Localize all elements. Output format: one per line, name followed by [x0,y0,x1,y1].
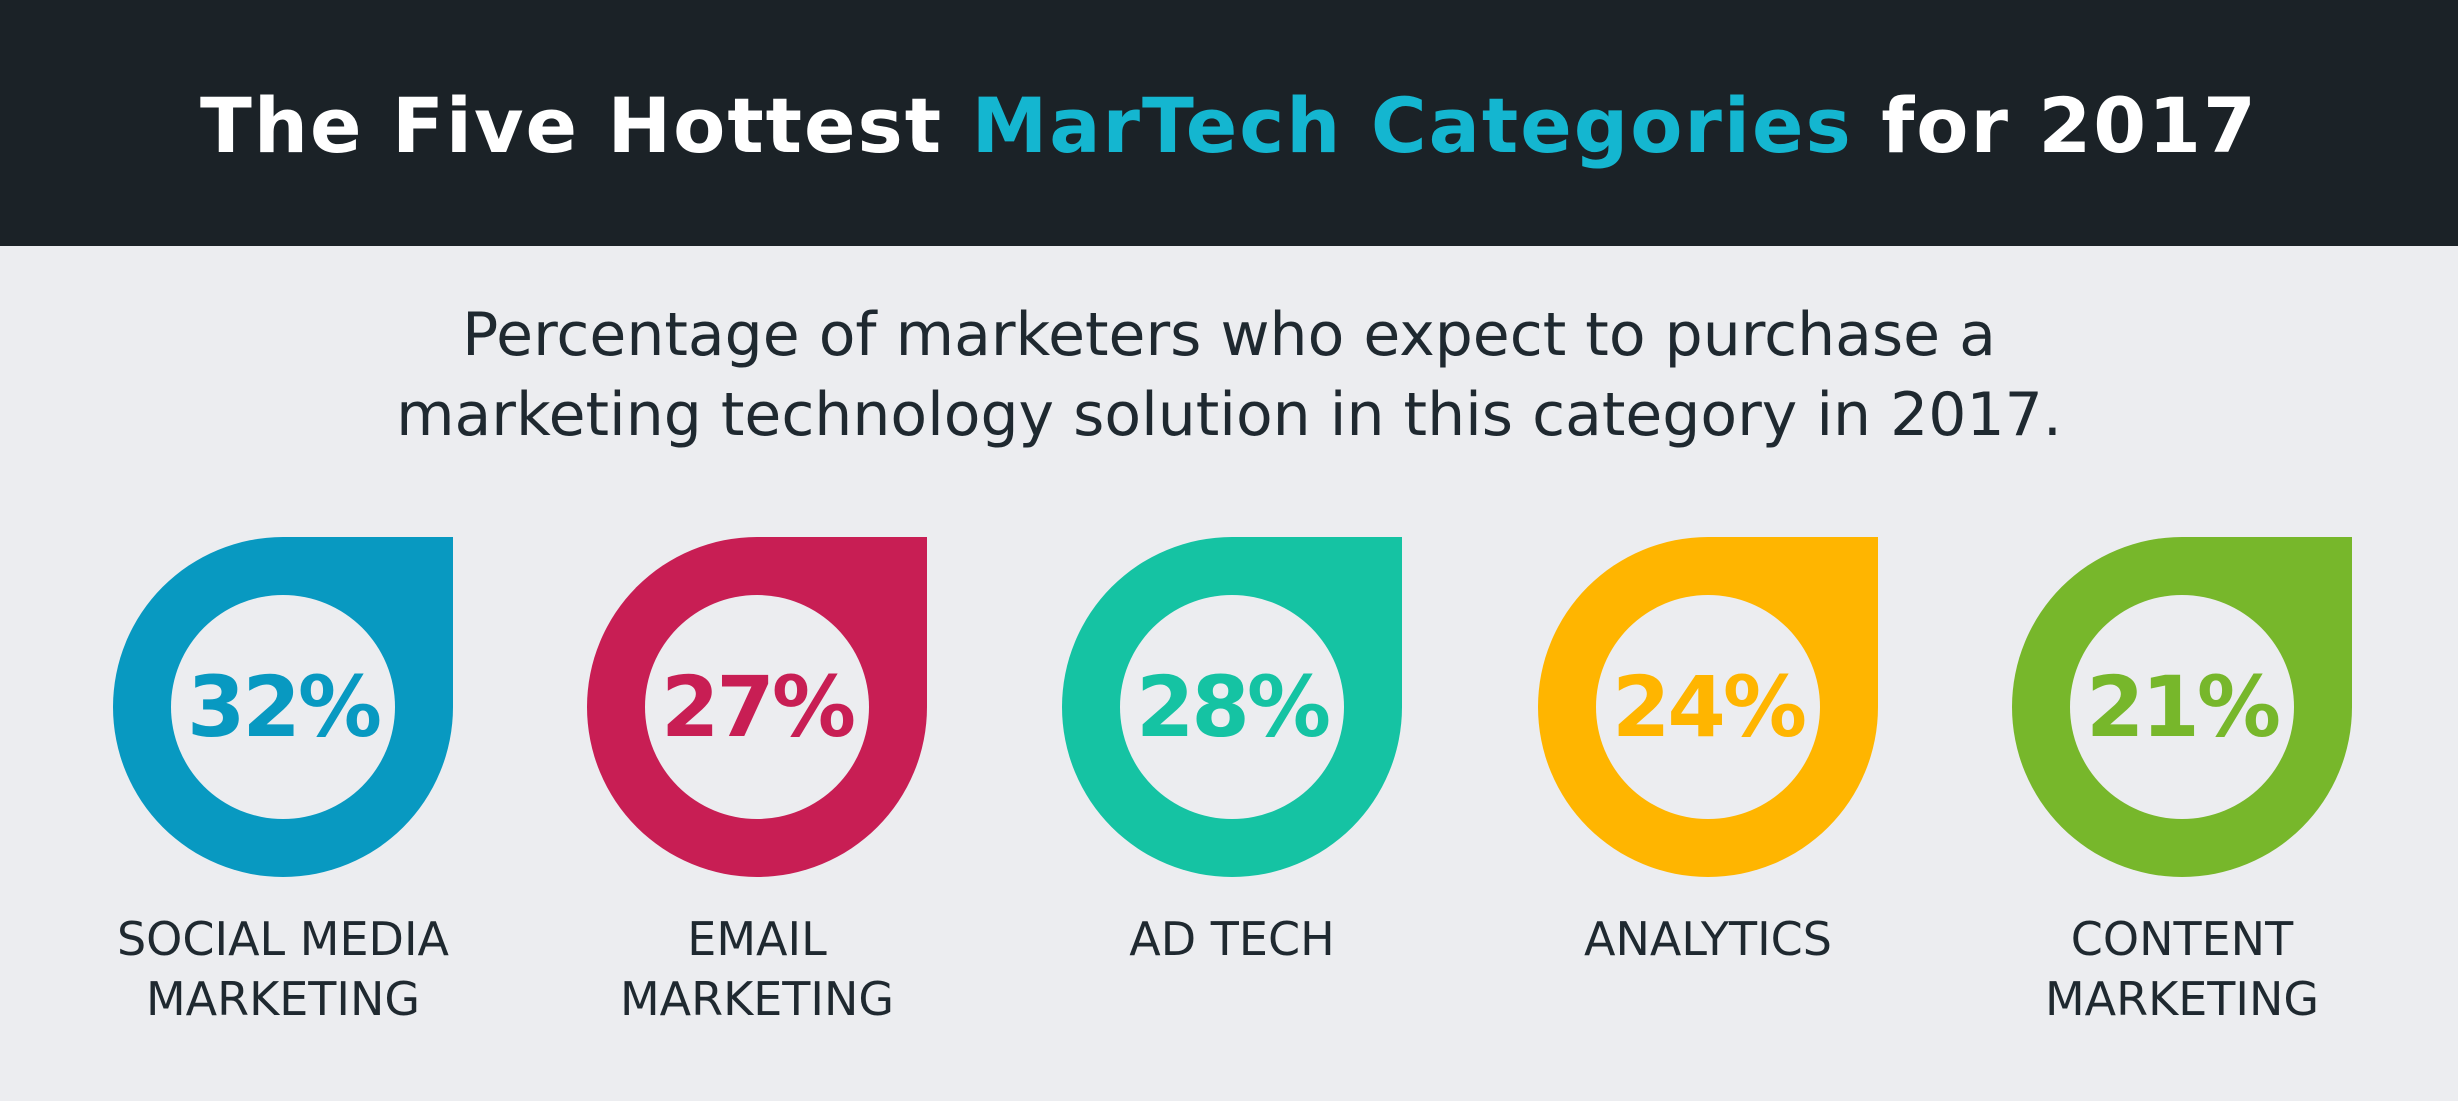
category-email-marketing: 27% EMAIL MARKETING [519,537,995,1037]
subtitle-line-2: marketing technology solution in this ca… [396,380,2062,450]
category-label: EMAIL MARKETING [519,909,995,1029]
drop-badge: 24% [1538,537,1878,877]
category-label-line-1: ANALYTICS [1584,912,1832,966]
category-label: SOCIAL MEDIA MARKETING [45,909,521,1029]
category-content-marketing: 21% CONTENT MARKETING [1944,537,2420,1037]
drop-shape-icon [2012,537,2352,877]
percentage-value: 28% [1135,658,1331,756]
percentage-value: 21% [2085,658,2281,756]
category-label: AD TECH [994,909,1470,969]
category-label-line-1: AD TECH [1129,912,1335,966]
page-title: The Five Hottest MarTech Categories for … [200,77,2258,170]
category-ad-tech: 28% AD TECH [994,537,1470,1037]
category-label-line-1: CONTENT [2070,912,2294,966]
category-label-line-2: MARKETING [2044,972,2320,1026]
category-label-line-2: MARKETING [145,972,421,1026]
drop-shape-icon [587,537,927,877]
drop-shape-icon [113,537,453,877]
percentage-value: 24% [1611,658,1807,756]
drop-badge: 27% [587,537,927,877]
drop-badge: 28% [1062,537,1402,877]
title-accent: MarTech Categories [971,80,1853,170]
category-analytics: 24% ANALYTICS [1470,537,1946,1037]
percentage-value: 27% [660,658,856,756]
drop-badge: 21% [2012,537,2352,877]
category-social-media-marketing: 32% SOCIAL MEDIA MARKETING [45,537,521,1037]
category-label: CONTENT MARKETING [1944,909,2420,1029]
subtitle: Percentage of marketers who expect to pu… [0,295,2458,455]
drop-shape-icon [1538,537,1878,877]
subtitle-line-1: Percentage of marketers who expect to pu… [462,300,1996,370]
drop-badge: 32% [113,537,453,877]
header-banner: The Five Hottest MarTech Categories for … [0,0,2458,246]
category-label-line-2: MARKETING [619,972,895,1026]
percentage-value: 32% [186,658,382,756]
drop-shape-icon [1062,537,1402,877]
category-label-line-1: SOCIAL MEDIA [116,912,450,966]
category-label: ANALYTICS [1470,909,1946,969]
title-part-1: The Five Hottest [200,80,972,170]
category-label-line-1: EMAIL [687,912,827,966]
title-part-2: for 2017 [1852,80,2258,170]
